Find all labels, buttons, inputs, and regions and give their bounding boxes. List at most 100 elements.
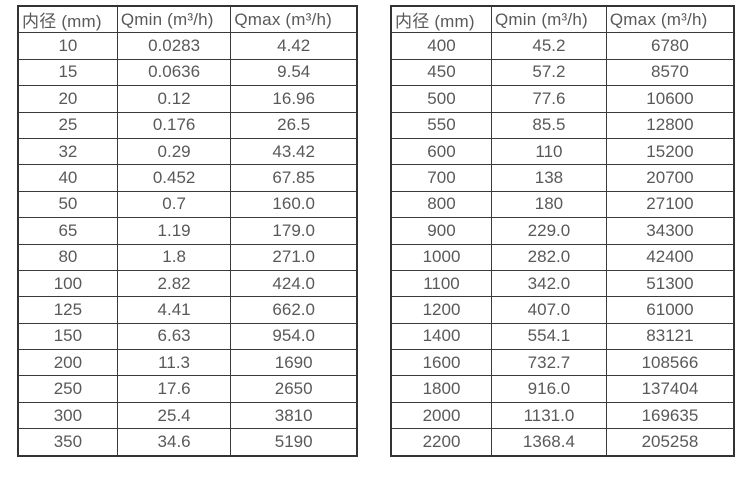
table-cell: 500 [390,85,492,113]
table-row: 900 229.0 34300 [390,217,735,245]
table-cell: 2.82 [116,269,232,298]
table-cell: 0.12 [116,85,232,113]
table-cell: 1600 [390,349,492,377]
table-cell: 700 [390,164,492,192]
table-cell: 26.5 [230,111,358,139]
table-cell: 662.0 [230,296,358,324]
table-cell: 350 [17,428,118,457]
table-cell: 1400 [390,322,492,351]
table-cell: 300 [17,401,118,430]
table-cell: 108566 [605,349,735,377]
table-cell: 100 [17,269,118,298]
table-cell: 179.0 [230,217,358,245]
table-cell: 85.5 [490,111,607,139]
table-cell: 450 [390,58,492,87]
table-header-row: 内径 (mm) Qmin (m³/h) Qmax (m³/h) [390,5,735,34]
table-row: 300 25.4 3810 [17,401,358,430]
table-cell: 65 [17,217,118,245]
table-cell: 1690 [230,349,358,377]
table-cell: 83121 [605,322,735,351]
header-qmin: Qmin (m³/h) [490,5,607,34]
table-row: 200 11.3 1690 [17,349,358,377]
table-cell: 34300 [605,217,735,245]
table-cell: 600 [390,137,492,166]
header-inner-diameter: 内径 (mm) [390,5,492,34]
table-cell: 27100 [605,190,735,219]
table-row: 1800 916.0 137404 [390,375,735,403]
table-cell: 160.0 [230,190,358,219]
table-row: 125 4.41 662.0 [17,296,358,324]
table-cell: 554.1 [490,322,607,351]
header-qmin: Qmin (m³/h) [116,5,232,34]
table-row: 150 6.63 954.0 [17,322,358,351]
table-cell: 916.0 [490,375,607,403]
table-cell: 61000 [605,296,735,324]
table-cell: 0.452 [116,164,232,192]
table-row: 1200 407.0 61000 [390,296,735,324]
table-cell: 3810 [230,401,358,430]
table-cell: 10600 [605,85,735,113]
table-row: 2000 1131.0 169635 [390,401,735,430]
table-row: 1100 342.0 51300 [390,269,735,298]
table-cell: 1368.4 [490,428,607,457]
table-cell: 1131.0 [490,401,607,430]
table-cell: 0.7 [116,190,232,219]
header-inner-diameter: 内径 (mm) [17,5,118,34]
table-cell: 125 [17,296,118,324]
table-row: 250 17.6 2650 [17,375,358,403]
table-cell: 138 [490,164,607,192]
table-cell: 407.0 [490,296,607,324]
table-cell: 271.0 [230,243,358,271]
table-cell: 0.0636 [116,58,232,87]
table-cell: 77.6 [490,85,607,113]
table-cell: 17.6 [116,375,232,403]
table-cell: 1.19 [116,217,232,245]
table-row: 100 2.82 424.0 [17,269,358,298]
table-row: 700 138 20700 [390,164,735,192]
table-row: 32 0.29 43.42 [17,137,358,166]
table-cell: 2650 [230,375,358,403]
table-cell: 25 [17,111,118,139]
table-cell: 45.2 [490,32,607,60]
table-row: 600 110 15200 [390,137,735,166]
table-row: 15 0.0636 9.54 [17,58,358,87]
table-cell: 80 [17,243,118,271]
table-cell: 10 [17,32,118,60]
table-cell: 180 [490,190,607,219]
table-row: 20 0.12 16.96 [17,85,358,113]
table-cell: 16.96 [230,85,358,113]
flow-rate-table-small-diameters: 内径 (mm) Qmin (m³/h) Qmax (m³/h) 10 0.0283… [17,5,358,457]
header-qmax: Qmax (m³/h) [605,5,735,34]
table-row: 10 0.0283 4.42 [17,32,358,60]
table-row: 1400 554.1 83121 [390,322,735,351]
table-cell: 5190 [230,428,358,457]
table-row: 1600 732.7 108566 [390,349,735,377]
table-cell: 2200 [390,428,492,457]
table-cell: 1200 [390,296,492,324]
table-row: 550 85.5 12800 [390,111,735,139]
table-cell: 43.42 [230,137,358,166]
table-cell: 34.6 [116,428,232,457]
table-cell: 20 [17,85,118,113]
table-row: 2200 1368.4 205258 [390,428,735,457]
table-row: 65 1.19 179.0 [17,217,358,245]
table-cell: 67.85 [230,164,358,192]
table-cell: 150 [17,322,118,351]
table-cell: 4.42 [230,32,358,60]
table-row: 350 34.6 5190 [17,428,358,457]
table-cell: 1100 [390,269,492,298]
table-cell: 229.0 [490,217,607,245]
table-cell: 15200 [605,137,735,166]
table-cell: 50 [17,190,118,219]
table-cell: 400 [390,32,492,60]
table-cell: 250 [17,375,118,403]
table-cell: 8570 [605,58,735,87]
table-cell: 25.4 [116,401,232,430]
flow-rate-table-large-diameters: 内径 (mm) Qmin (m³/h) Qmax (m³/h) 400 45.2 6… [390,5,735,457]
table-cell: 800 [390,190,492,219]
table-cell: 2000 [390,401,492,430]
table-row: 400 45.2 6780 [390,32,735,60]
table-cell: 42400 [605,243,735,271]
table-cell: 342.0 [490,269,607,298]
table-cell: 4.41 [116,296,232,324]
